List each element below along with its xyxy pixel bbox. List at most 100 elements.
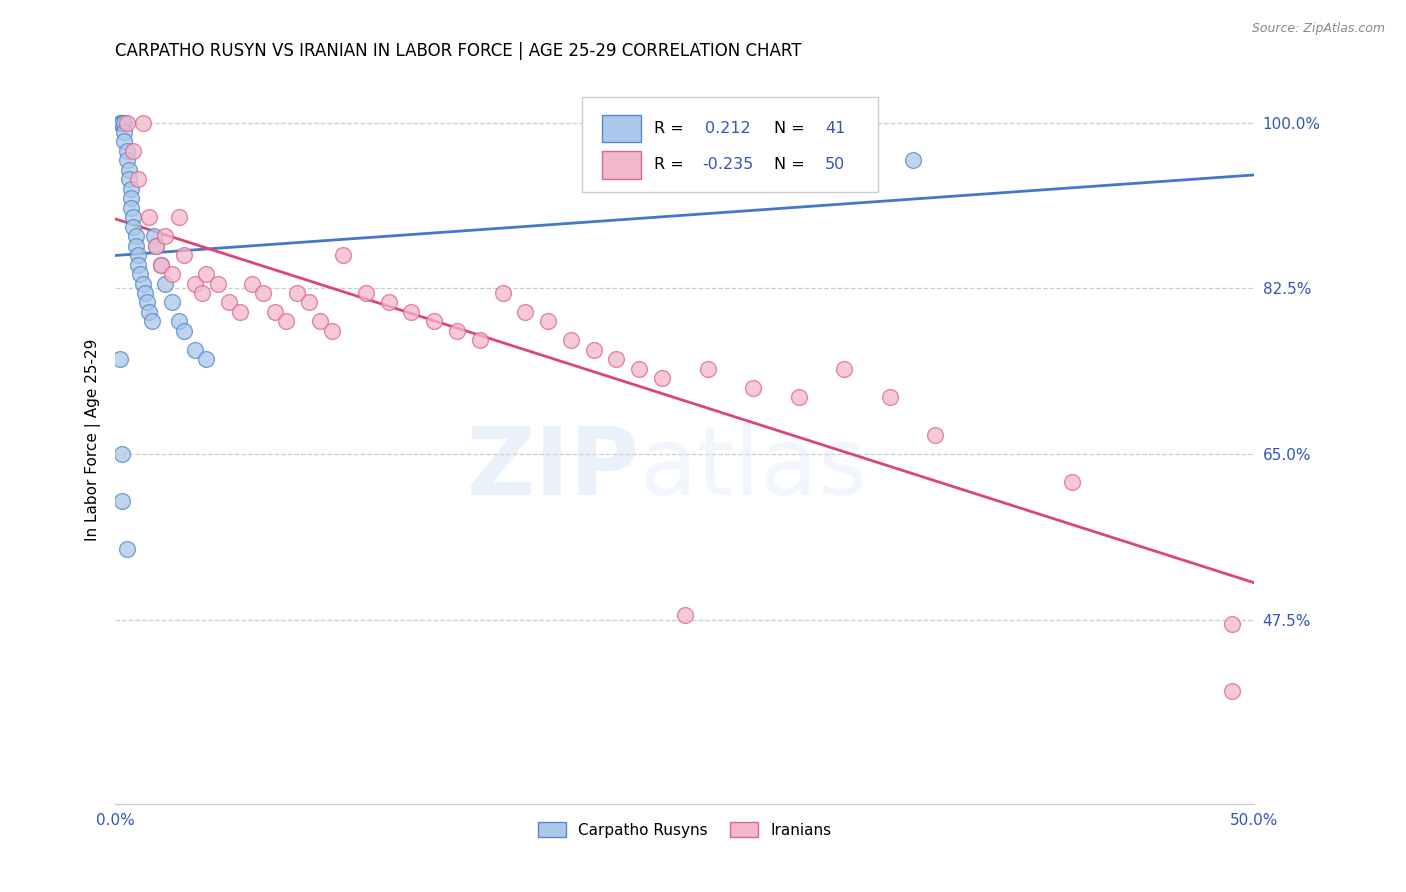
Point bbox=[332, 248, 354, 262]
Point bbox=[468, 334, 491, 348]
Point bbox=[651, 371, 673, 385]
Point bbox=[142, 229, 165, 244]
Point bbox=[131, 115, 153, 129]
Point bbox=[195, 267, 218, 281]
Point bbox=[125, 229, 148, 244]
Point bbox=[832, 361, 855, 376]
Point bbox=[108, 352, 131, 367]
Point bbox=[787, 390, 810, 404]
Point bbox=[673, 607, 696, 622]
Y-axis label: In Labor Force | Age 25-29: In Labor Force | Age 25-29 bbox=[86, 339, 101, 541]
Point bbox=[129, 267, 152, 281]
Point bbox=[155, 229, 177, 244]
Text: N =: N = bbox=[773, 121, 804, 136]
Point bbox=[924, 428, 946, 442]
Point bbox=[138, 305, 160, 319]
Text: CARPATHO RUSYN VS IRANIAN IN LABOR FORCE | AGE 25-29 CORRELATION CHART: CARPATHO RUSYN VS IRANIAN IN LABOR FORCE… bbox=[115, 42, 801, 60]
Bar bbox=[602, 114, 641, 143]
Point bbox=[111, 115, 134, 129]
Point bbox=[582, 343, 605, 357]
Point bbox=[742, 381, 765, 395]
Text: -0.235: -0.235 bbox=[702, 157, 754, 172]
Point bbox=[515, 305, 537, 319]
Point bbox=[115, 144, 138, 158]
Point bbox=[134, 285, 156, 300]
Point bbox=[145, 238, 167, 252]
Point bbox=[184, 277, 207, 291]
Text: ZIP: ZIP bbox=[467, 423, 640, 515]
Text: R =: R = bbox=[654, 121, 683, 136]
Point bbox=[195, 352, 218, 367]
Text: 50: 50 bbox=[825, 157, 845, 172]
Point bbox=[879, 390, 901, 404]
Point bbox=[145, 238, 167, 252]
Point bbox=[115, 541, 138, 556]
Point bbox=[901, 153, 924, 168]
Point bbox=[173, 248, 195, 262]
Point bbox=[309, 314, 332, 328]
Point bbox=[125, 238, 148, 252]
Point bbox=[287, 285, 309, 300]
Point bbox=[111, 115, 134, 129]
Text: atlas: atlas bbox=[640, 423, 868, 515]
Point bbox=[141, 314, 163, 328]
Text: R =: R = bbox=[654, 157, 683, 172]
Legend: Carpatho Rusyns, Iranians: Carpatho Rusyns, Iranians bbox=[531, 816, 838, 844]
Point bbox=[155, 277, 177, 291]
Point bbox=[127, 172, 149, 186]
Point bbox=[111, 447, 134, 461]
Point bbox=[377, 295, 399, 310]
Point bbox=[167, 314, 190, 328]
Point bbox=[252, 285, 274, 300]
Point bbox=[115, 153, 138, 168]
Point bbox=[111, 115, 134, 129]
Point bbox=[263, 305, 285, 319]
Point bbox=[229, 305, 252, 319]
Point bbox=[127, 248, 149, 262]
Point bbox=[1220, 683, 1243, 698]
Point bbox=[120, 201, 142, 215]
Point bbox=[321, 324, 343, 338]
Point bbox=[160, 295, 183, 310]
Point bbox=[115, 115, 138, 129]
FancyBboxPatch shape bbox=[582, 97, 879, 192]
Point bbox=[274, 314, 297, 328]
Text: 41: 41 bbox=[825, 121, 845, 136]
Point bbox=[112, 115, 135, 129]
Point bbox=[136, 295, 159, 310]
Point bbox=[696, 361, 718, 376]
Point bbox=[108, 115, 131, 129]
Point bbox=[138, 211, 160, 225]
Point bbox=[491, 285, 513, 300]
Point bbox=[122, 144, 145, 158]
Point bbox=[537, 314, 560, 328]
Point bbox=[401, 305, 423, 319]
Point bbox=[118, 162, 141, 177]
Point bbox=[298, 295, 321, 310]
Point bbox=[160, 267, 183, 281]
Point bbox=[240, 277, 263, 291]
Point bbox=[118, 172, 141, 186]
Point bbox=[173, 324, 195, 338]
Point bbox=[131, 277, 153, 291]
Text: Source: ZipAtlas.com: Source: ZipAtlas.com bbox=[1251, 22, 1385, 36]
Point bbox=[122, 211, 145, 225]
Point bbox=[605, 352, 627, 367]
Text: N =: N = bbox=[773, 157, 804, 172]
Point bbox=[446, 324, 468, 338]
Point bbox=[120, 191, 142, 205]
Point bbox=[191, 285, 214, 300]
Point bbox=[207, 277, 229, 291]
Point bbox=[111, 494, 134, 508]
Point bbox=[127, 258, 149, 272]
Point bbox=[560, 334, 582, 348]
Point bbox=[149, 258, 172, 272]
Point bbox=[184, 343, 207, 357]
Point bbox=[120, 182, 142, 196]
Point bbox=[112, 125, 135, 139]
Point bbox=[1062, 475, 1084, 490]
Bar bbox=[602, 151, 641, 178]
Point bbox=[1220, 617, 1243, 632]
Point bbox=[167, 211, 190, 225]
Point bbox=[218, 295, 240, 310]
